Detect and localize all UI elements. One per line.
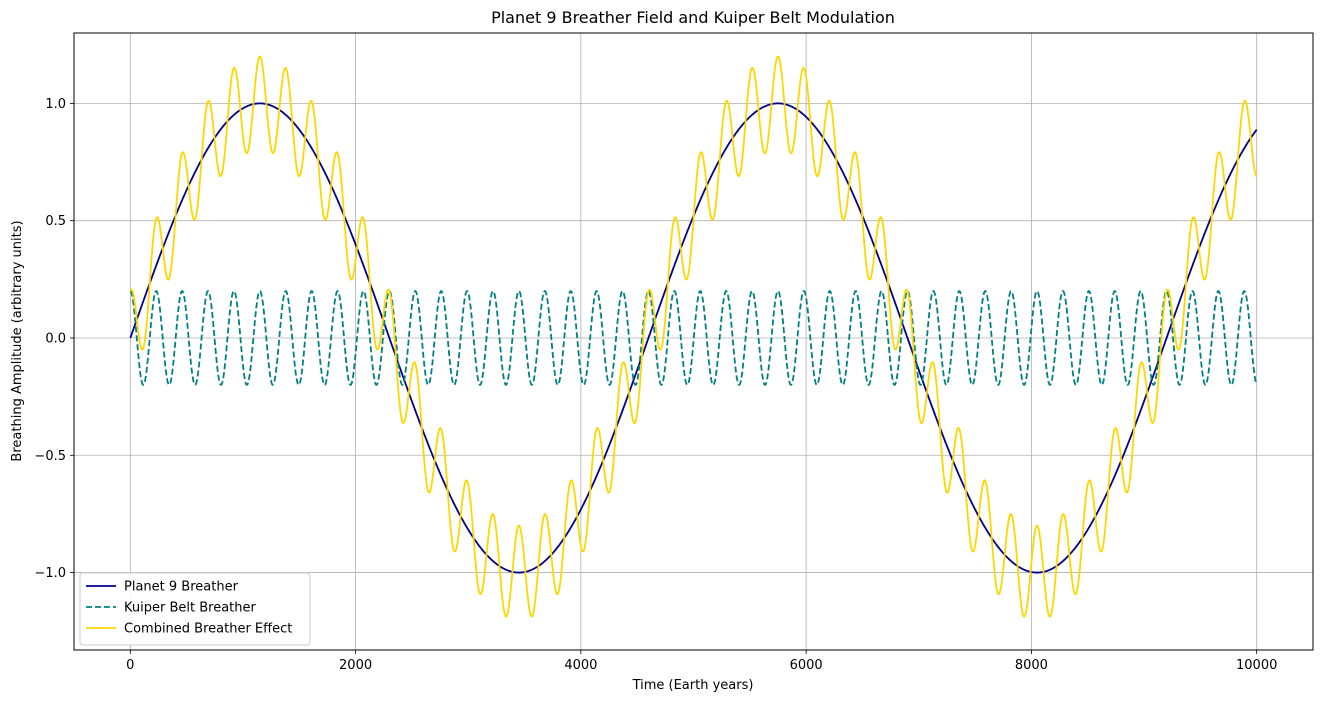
series-line-kuiper-belt-breather: [129, 290, 1258, 386]
x-tick-label: 4000: [564, 658, 597, 673]
y-axis-label: Breathing Amplitude (arbitrary units): [10, 220, 25, 461]
legend-label: Combined Breather Effect: [124, 622, 292, 637]
legend-label: Planet 9 Breather: [124, 580, 239, 595]
series-line-combined-breather-effect: [129, 55, 1258, 618]
y-axis: −1.0 −0.5 0.0 0.5 1.0: [34, 97, 74, 581]
x-axis-label: Time (Earth years): [632, 678, 754, 693]
x-tick-label: 0: [126, 658, 134, 673]
legend: Planet 9 Breather Kuiper Belt Breather Com…: [79, 572, 311, 646]
y-tick-label: 0.0: [45, 331, 66, 346]
y-tick-label: −1.0: [34, 566, 66, 581]
plot-frame: [73, 32, 1314, 651]
legend-label: Kuiper Belt Breather: [124, 601, 256, 616]
x-tick-label: 6000: [790, 658, 823, 673]
plot-area: [129, 55, 1258, 618]
legend-box: [79, 572, 311, 646]
y-tick-label: −0.5: [34, 449, 66, 464]
chart-title: Planet 9 Breather Field and Kuiper Belt …: [491, 8, 895, 27]
x-tick-label: 2000: [339, 658, 372, 673]
y-tick-label: 1.0: [45, 97, 66, 112]
y-tick-label: 0.5: [45, 214, 66, 229]
x-axis: 0 2000 4000 6000 8000 10000: [126, 650, 1277, 673]
x-tick-label: 10000: [1236, 658, 1277, 673]
x-tick-label: 8000: [1015, 658, 1048, 673]
